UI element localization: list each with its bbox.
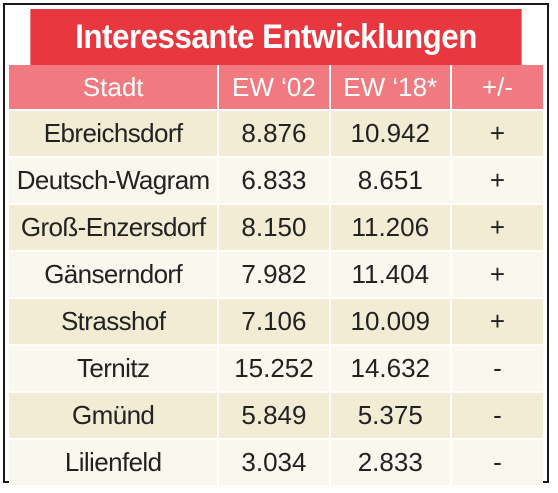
cell-city: Strasshof [9, 297, 218, 344]
table-row: Ebreichsdorf 8.876 10.942 + [9, 109, 543, 156]
cell-ew-02: 8.150 [217, 203, 329, 250]
cell-ew-02: 5.849 [217, 391, 329, 438]
cell-change: + [449, 297, 543, 344]
table-title: Interessante Entwicklungen [30, 9, 522, 65]
header-ew-18: EW ‘18* [328, 65, 450, 109]
table-row: Groß-Enzersdorf 8.150 11.206 + [9, 203, 543, 250]
table-row: Ternitz 15.252 14.632 - [9, 344, 543, 391]
header-ew-02: EW ‘02 [217, 65, 329, 109]
table-row: Deutsch-Wagram 6.833 8.651 + [9, 156, 543, 203]
cell-city: Lilienfeld [9, 438, 218, 485]
cell-change: + [449, 156, 543, 203]
cell-change: + [449, 203, 543, 250]
cell-ew-02: 6.833 [217, 156, 329, 203]
cell-change: - [449, 438, 543, 485]
cell-ew-18: 2.833 [328, 438, 450, 485]
cell-city: Groß-Enzersdorf [9, 203, 218, 250]
table-row: Gmünd 5.849 5.375 - [9, 391, 543, 438]
cell-change: + [449, 250, 543, 297]
population-table: Stadt EW ‘02 EW ‘18* +/- Ebreichsdorf 8.… [9, 65, 543, 485]
cell-city: Ternitz [9, 344, 218, 391]
cell-ew-02: 7.982 [217, 250, 329, 297]
table-frame: Interessante Entwicklungen Stadt EW ‘02 … [3, 3, 549, 485]
cell-ew-18: 10.942 [328, 109, 450, 156]
cell-ew-02: 3.034 [217, 438, 329, 485]
table-row: Lilienfeld 3.034 2.833 - [9, 438, 543, 485]
cell-city: Deutsch-Wagram [9, 156, 218, 203]
cell-ew-02: 7.106 [217, 297, 329, 344]
cell-ew-18: 14.632 [328, 344, 450, 391]
cell-change: + [449, 109, 543, 156]
cell-change: - [449, 344, 543, 391]
cell-ew-18: 11.206 [328, 203, 450, 250]
header-stadt: Stadt [9, 65, 218, 109]
table-row: Strasshof 7.106 10.009 + [9, 297, 543, 344]
cell-ew-18: 8.651 [328, 156, 450, 203]
cell-city: Ebreichsdorf [9, 109, 218, 156]
cell-city: Gmünd [9, 391, 218, 438]
cell-ew-02: 8.876 [217, 109, 329, 156]
cell-ew-18: 10.009 [328, 297, 450, 344]
cell-ew-02: 15.252 [217, 344, 329, 391]
table-row: Gänserndorf 7.982 11.404 + [9, 250, 543, 297]
header-change: +/- [449, 65, 543, 109]
cell-city: Gänserndorf [9, 250, 218, 297]
header-row: Stadt EW ‘02 EW ‘18* +/- [9, 65, 543, 109]
cell-ew-18: 11.404 [328, 250, 450, 297]
cell-change: - [449, 391, 543, 438]
cell-ew-18: 5.375 [328, 391, 450, 438]
